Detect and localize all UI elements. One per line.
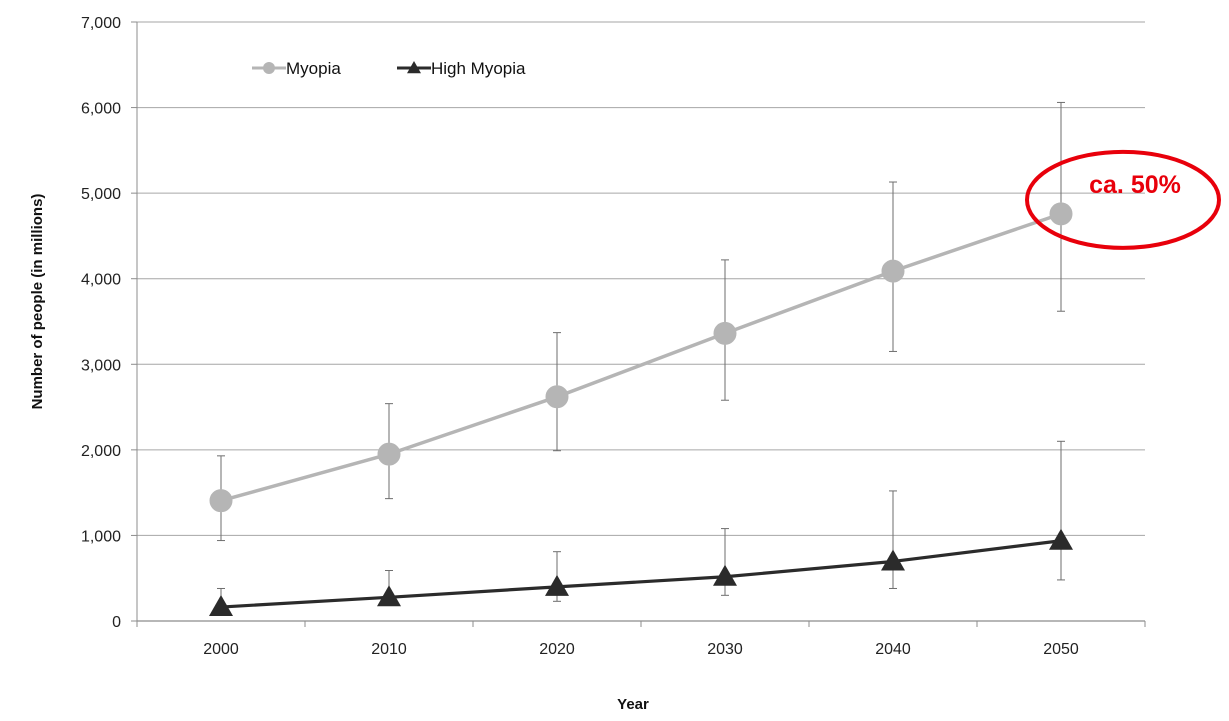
legend-label: Myopia [286, 59, 341, 78]
data-point-myopia [881, 259, 905, 283]
y-tick-label: 7,000 [81, 15, 121, 32]
y-tick-label: 1,000 [81, 528, 121, 545]
y-tick-label: 4,000 [81, 272, 121, 289]
y-tick-label: 3,000 [81, 357, 121, 374]
data-point-high-myopia [545, 574, 569, 596]
y-axis-title: Number of people (in millions) [29, 194, 46, 410]
data-point-myopia [377, 442, 401, 466]
data-point-high-myopia [713, 564, 737, 586]
x-tick-label: 2050 [1043, 641, 1079, 658]
x-tick-label: 2040 [875, 641, 911, 658]
y-tick-label: 5,000 [81, 186, 121, 203]
x-tick-label: 2000 [203, 641, 239, 658]
y-tick-label: 6,000 [81, 101, 121, 118]
data-point-high-myopia [1049, 528, 1073, 550]
x-tick-label: 2020 [539, 641, 575, 658]
y-tick-label: 2,000 [81, 443, 121, 460]
data-point-myopia [713, 321, 737, 345]
x-tick-label: 2010 [371, 641, 407, 658]
x-tick-label: 2030 [707, 641, 743, 658]
x-axis-title: Year [617, 696, 649, 713]
y-tick-label: 0 [112, 614, 121, 631]
legend-marker-triangle [407, 61, 421, 74]
series-line-myopia [220, 212, 1062, 503]
data-point-myopia [209, 489, 233, 513]
annotation-label: ca. 50% [1089, 171, 1181, 199]
data-point-myopia [545, 385, 569, 409]
legend-label: High Myopia [431, 59, 526, 78]
data-point-high-myopia [881, 549, 905, 571]
legend-marker-circle [263, 62, 275, 74]
annotation-ellipse [1025, 149, 1221, 250]
series-line-high-myopia [220, 539, 1062, 609]
data-point-high-myopia [377, 585, 401, 607]
data-point-high-myopia [209, 595, 233, 617]
data-point-myopia [1049, 202, 1073, 226]
